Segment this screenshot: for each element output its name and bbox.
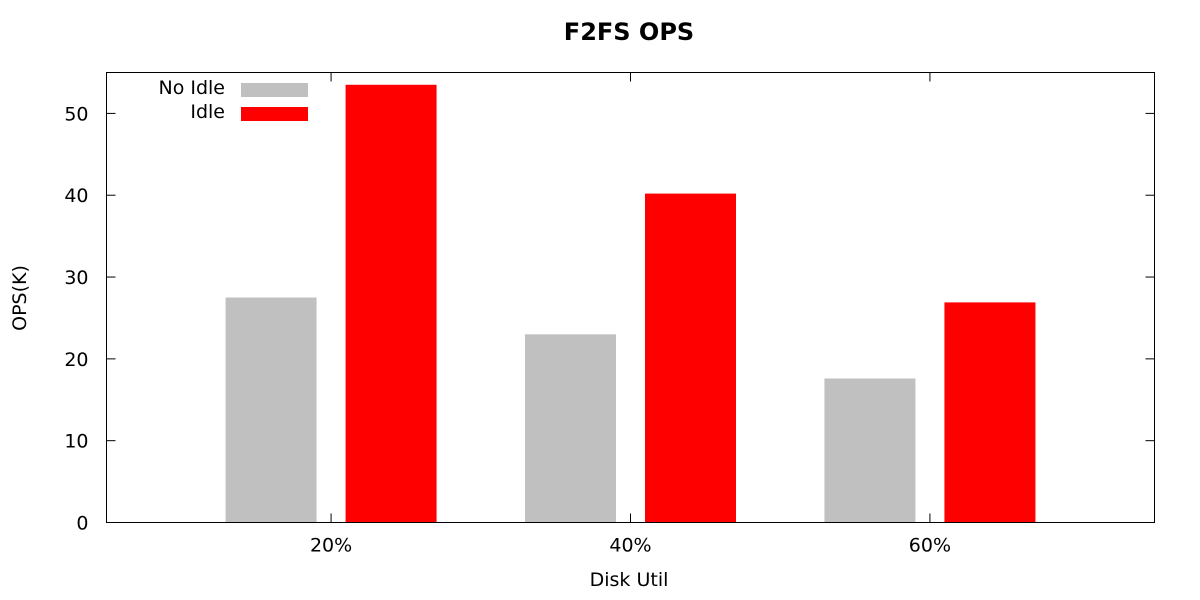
y-tick-label: 10 — [64, 431, 88, 453]
bar-idle[interactable] — [944, 302, 1036, 523]
bar-no-idle[interactable] — [824, 378, 916, 523]
chart-title: F2FS OPS — [564, 18, 694, 46]
plot-frame — [106, 72, 1155, 523]
bar-no-idle[interactable] — [225, 297, 317, 523]
y-tick-label: 50 — [64, 103, 88, 125]
x-axis-label: Disk Util — [590, 569, 669, 591]
bar-idle[interactable] — [645, 193, 736, 523]
plot-area: 0 10 20 30 40 50 20% 40% 60% — [64, 72, 1155, 557]
y-tick-label: 30 — [64, 267, 88, 289]
y-tick-label: 0 — [76, 513, 88, 535]
legend-label-idle: Idle — [190, 101, 225, 123]
y-tick-label: 40 — [64, 185, 88, 207]
legend-swatch-no-idle — [241, 83, 308, 97]
bar-no-idle[interactable] — [525, 334, 616, 523]
legend-swatch-idle — [241, 107, 308, 121]
legend-label-no-idle: No Idle — [158, 77, 225, 99]
y-tick-label: 20 — [64, 349, 88, 371]
bar-idle[interactable] — [345, 84, 437, 523]
x-tick-label: 40% — [609, 535, 651, 557]
y-axis-label: OPS(K) — [9, 265, 31, 331]
x-tick-label: 20% — [310, 535, 352, 557]
x-tick-label: 60% — [909, 535, 951, 557]
